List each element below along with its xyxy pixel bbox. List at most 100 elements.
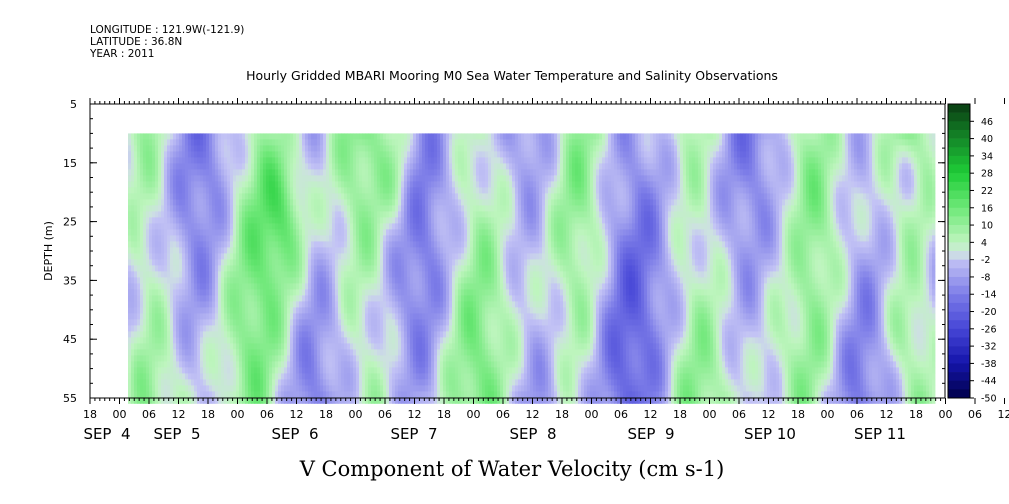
heatmap-cell bbox=[281, 295, 285, 302]
heatmap-cell bbox=[437, 265, 441, 272]
heatmap-cell bbox=[308, 169, 312, 176]
heatmap-cell bbox=[233, 295, 237, 302]
heatmap-cell bbox=[434, 193, 438, 200]
heatmap-cell bbox=[272, 391, 276, 398]
heatmap-cell bbox=[194, 133, 198, 140]
heatmap-cell bbox=[257, 385, 261, 392]
heatmap-cell bbox=[314, 367, 318, 374]
heatmap-cell bbox=[155, 229, 159, 236]
heatmap-cell bbox=[257, 337, 261, 344]
heatmap-cell bbox=[362, 289, 366, 296]
heatmap-cell bbox=[314, 307, 318, 314]
heatmap-cell bbox=[314, 361, 318, 368]
heatmap-cell bbox=[299, 397, 303, 404]
heatmap-cell bbox=[128, 391, 132, 398]
heatmap-cell bbox=[212, 283, 216, 290]
heatmap-cell bbox=[233, 241, 237, 248]
heatmap-cell bbox=[152, 301, 156, 308]
heatmap-cell bbox=[398, 169, 402, 176]
heatmap-cell bbox=[440, 355, 444, 362]
heatmap-cell bbox=[152, 289, 156, 296]
heatmap-cell bbox=[290, 361, 294, 368]
heatmap-cell bbox=[344, 349, 348, 356]
heatmap-cell bbox=[206, 181, 210, 188]
heatmap-cell bbox=[245, 241, 249, 248]
heatmap-cell bbox=[254, 295, 258, 302]
heatmap-cell bbox=[353, 313, 357, 320]
heatmap-cell bbox=[317, 235, 321, 242]
heatmap-cell bbox=[389, 349, 393, 356]
heatmap-cell bbox=[182, 325, 186, 332]
heatmap-cell bbox=[266, 187, 270, 194]
heatmap-cell bbox=[449, 211, 453, 218]
heatmap-cell bbox=[371, 247, 375, 254]
heatmap-cell bbox=[284, 247, 288, 254]
heatmap-cell bbox=[320, 199, 324, 206]
heatmap-cell bbox=[332, 139, 336, 146]
heatmap-cell bbox=[164, 295, 168, 302]
heatmap-cell bbox=[416, 175, 420, 182]
heatmap-cell bbox=[194, 355, 198, 362]
heatmap-cell bbox=[335, 355, 339, 362]
heatmap-cell bbox=[155, 307, 159, 314]
heatmap-cell bbox=[197, 163, 201, 170]
heatmap-cell bbox=[224, 265, 228, 272]
heatmap-cell bbox=[347, 157, 351, 164]
heatmap-cell bbox=[278, 241, 282, 248]
heatmap-cell bbox=[365, 367, 369, 374]
heatmap-cell bbox=[404, 223, 408, 230]
heatmap-cell bbox=[425, 325, 429, 332]
heatmap-cell bbox=[404, 361, 408, 368]
heatmap-cell bbox=[305, 307, 309, 314]
heatmap-cell bbox=[266, 355, 270, 362]
heatmap-cell bbox=[335, 283, 339, 290]
heatmap-cell bbox=[446, 385, 450, 392]
heatmap-cell bbox=[347, 199, 351, 206]
heatmap-cell bbox=[449, 133, 453, 140]
heatmap-cell bbox=[368, 145, 372, 152]
heatmap-cell bbox=[281, 367, 285, 374]
heatmap-cell bbox=[287, 181, 291, 188]
heatmap-cell bbox=[200, 337, 204, 344]
heatmap-cell bbox=[281, 385, 285, 392]
heatmap-cell bbox=[416, 151, 420, 158]
heatmap-cell bbox=[188, 277, 192, 284]
heatmap-cell bbox=[155, 145, 159, 152]
heatmap-cell bbox=[419, 151, 423, 158]
heatmap-cell bbox=[179, 175, 183, 182]
heatmap-cell bbox=[182, 235, 186, 242]
heatmap-cell bbox=[449, 397, 453, 404]
heatmap-cell bbox=[164, 349, 168, 356]
heatmap-cell bbox=[314, 259, 318, 266]
heatmap-cell bbox=[332, 241, 336, 248]
heatmap-cell bbox=[170, 325, 174, 332]
heatmap-cell bbox=[161, 379, 165, 386]
heatmap-cell bbox=[392, 331, 396, 338]
heatmap-cell bbox=[293, 145, 297, 152]
heatmap-cell bbox=[281, 349, 285, 356]
heatmap-cell bbox=[332, 229, 336, 236]
heatmap-cell bbox=[296, 247, 300, 254]
heatmap-cell bbox=[278, 235, 282, 242]
heatmap-cell bbox=[338, 247, 342, 254]
heatmap-cell bbox=[404, 157, 408, 164]
heatmap-cell bbox=[191, 205, 195, 212]
heatmap-cell bbox=[149, 163, 153, 170]
heatmap-cell bbox=[182, 133, 186, 140]
heatmap-cell bbox=[188, 205, 192, 212]
heatmap-cell bbox=[179, 217, 183, 224]
heatmap-cell bbox=[170, 289, 174, 296]
heatmap-cell bbox=[344, 223, 348, 230]
heatmap-cell bbox=[350, 289, 354, 296]
heatmap-cell bbox=[302, 379, 306, 386]
heatmap-cell bbox=[425, 385, 429, 392]
heatmap-cell bbox=[404, 145, 408, 152]
heatmap-cell bbox=[449, 259, 453, 266]
heatmap-cell bbox=[230, 175, 234, 182]
heatmap-cell bbox=[428, 259, 432, 266]
heatmap-cell bbox=[128, 259, 132, 266]
heatmap-cell bbox=[371, 343, 375, 350]
heatmap-cell bbox=[170, 253, 174, 260]
heatmap-cell bbox=[251, 217, 255, 224]
heatmap-cell bbox=[458, 361, 462, 368]
